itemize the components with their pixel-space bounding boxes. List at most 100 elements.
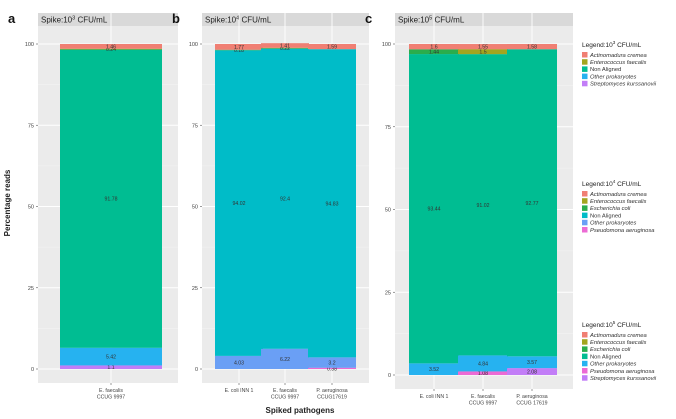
data-label: 92.77 [526,201,539,207]
data-label: 6.22 [280,357,290,363]
legend-title: Legend:105 CFU/mL [582,320,642,329]
legend-swatch [582,368,588,374]
data-label: 0.18 [234,48,244,54]
legend-swatch [582,205,588,211]
legend-label: Non Aligned [590,67,621,73]
legend-swatch [582,191,588,197]
panel-title: Spike:105 CFU/mL [398,16,465,25]
legend-swatch [582,52,588,58]
bar-segment [507,368,557,375]
data-label: 4.03 [234,360,244,366]
legend-4: Legend:104 CFU/mL Actinomadura cremeaEnte… [582,179,655,234]
legend-swatch [582,227,588,233]
panel-title: Spike:103 CFU/mL [41,16,108,25]
data-label: 92.4 [280,197,290,203]
legend-swatch [582,346,588,352]
bar-segment [458,49,508,55]
legend-label: Streptomyces kurssanovii [590,376,657,382]
bar-segment [409,44,459,50]
legend-swatch [582,80,588,87]
legend-label: Actinomadura cremea [589,333,647,339]
y-tick-label: 100 [25,42,34,48]
legend-swatch [582,375,588,381]
panel-title: Spike:104 CFU/mL [205,16,272,25]
bar-segment [60,48,162,50]
x-tick-label: E. faecalis [273,388,297,394]
bar-segment [458,44,508,50]
x-tick-label: E. coli INN 1 [225,388,254,394]
data-label: 1.77 [234,45,244,51]
y-tick-label: 75 [28,123,34,129]
legend-swatch [582,212,588,219]
bar-segment [308,357,356,368]
panel-title-strip [395,13,573,26]
bar-segment [261,43,309,48]
x-tick-label: P. aeruginosa [316,388,347,394]
legend-label: Non Aligned [590,213,621,219]
legend-swatch [582,219,588,226]
y-tick-label: 0 [31,367,34,373]
data-label: 0.38 [327,366,337,372]
bar-segment [261,348,309,369]
y-axis-label: Percentage reads [3,169,12,236]
legend-label: Escherichia coli [590,206,631,212]
x-axis-label: Spiked pathogens [266,406,335,415]
x-tick-label: CCUG 17619 [516,401,547,407]
x-tick-label: CCUG 9997 [271,395,299,401]
y-tick-label: 100 [382,42,391,48]
bar-segment [458,54,508,356]
data-label: 93.44 [428,207,441,213]
legend-label: Escherichia coli [590,347,631,353]
bar-segment [308,49,356,358]
y-tick-label: 100 [189,42,198,48]
bar-segment [261,48,309,349]
data-label: 5.42 [106,355,116,361]
panel-letter: b [172,11,180,26]
legend-swatch [582,339,588,345]
data-label: 2.08 [527,370,537,376]
data-label: 1.41 [280,43,290,49]
data-label: 0.24 [106,47,116,53]
legend-swatch [582,360,588,367]
bar-segment [60,365,162,369]
legend-label: Enterococcus faecalis [590,199,646,205]
legend-label: Pseudomona aeruginosa [590,369,655,375]
bar-segment [215,49,263,51]
legend-swatch [582,198,588,204]
bar-segment [409,49,459,55]
data-label: 94.83 [326,201,339,207]
y-tick-label: 75 [192,123,198,129]
data-label: 1.58 [527,45,537,51]
legend-title: Legend:104 CFU/mL [582,179,642,188]
legend-label: Other prokaryotes [590,74,636,80]
data-label: 1.55 [478,45,488,51]
x-tick-label: CCUG17619 [317,395,347,401]
panel-b: b Spike:104 CFU/mL 0 25 50 75 100 4.03 94.02 0.18… [172,11,369,401]
legend-label: Streptomyces kurssanovii [590,82,657,88]
data-label: 3.57 [527,360,537,366]
data-label: 1.46 [106,44,116,50]
data-label: 0.22 [280,46,290,52]
data-label: 3.2 [328,361,335,367]
x-tick-label: CCUG 9997 [97,395,125,401]
bar-segment [458,355,508,372]
bar-segment [60,49,162,348]
bar-segment [507,49,557,357]
data-label: 1.5 [479,50,486,56]
bar-segment [409,363,459,375]
panel-title-strip [202,13,369,26]
legend-label: Enterococcus faecalis [590,340,646,346]
legend-label: Pseudomona aeruginosa [590,228,655,234]
x-tick-label: CCUG 9997 [469,401,497,407]
legend-3: Legend:103 CFU/mL Actinomadura cremeaEnte… [582,40,657,88]
legend-5: Legend:105 CFU/mL Actinomadura cremeaEnte… [582,320,657,382]
legend-label: Actinomadura cremea [589,192,647,198]
y-tick-label: 0 [388,373,391,379]
bar-segment [215,355,263,369]
y-tick-label: 25 [385,290,391,296]
legend-label: Non Aligned [590,354,621,360]
data-label: 94.02 [233,201,246,207]
legend-label: Other prokaryotes [590,221,636,227]
bar-segment [458,371,508,375]
